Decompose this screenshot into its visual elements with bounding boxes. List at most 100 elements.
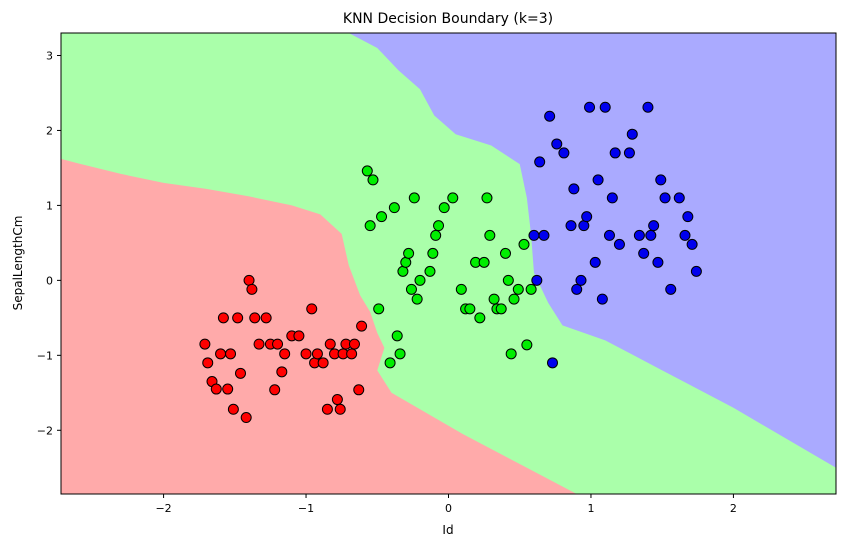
data-point-s0-39 [356,320,368,332]
data-point-s0-9 [232,312,244,324]
data-point-s1-39 [521,339,533,351]
data-point-s1-29 [484,229,496,241]
data-point-s1-5 [384,357,396,369]
data-point-s2-37 [686,238,698,250]
data-point-s2-15 [589,256,601,268]
data-point-s1-2 [367,174,379,186]
data-point-s2-20 [606,192,618,204]
data-point-s2-33 [665,283,677,295]
data-point-s2-16 [592,174,604,186]
data-point-s2-35 [679,229,691,241]
data-point-s0-23 [293,330,305,342]
data-point-s2-22 [613,238,625,250]
data-point-s1-32 [495,303,507,315]
data-point-s0-20 [276,366,288,378]
x-tick-label: 0 [445,502,452,515]
x-tick-label: −2 [155,502,171,515]
data-point-s2-10 [571,283,583,295]
data-point-s0-30 [324,338,336,350]
data-point-s2-2 [534,156,546,168]
data-point-s1-21 [447,192,459,204]
y-tick-label: 3 [46,49,53,62]
data-point-s1-12 [405,283,417,295]
data-point-s2-7 [558,147,570,159]
data-point-s2-12 [578,220,590,232]
data-point-s2-38 [690,265,702,277]
data-point-s2-19 [603,229,615,241]
x-tick-label: 1 [587,502,594,515]
data-point-s1-6 [388,202,400,214]
data-point-s1-22 [455,283,467,295]
data-point-s0-32 [331,394,343,406]
data-point-s1-13 [408,192,420,204]
data-point-s2-27 [642,101,654,113]
data-point-s2-4 [544,110,556,122]
data-point-s1-11 [403,247,415,259]
data-point-s2-0 [528,229,540,241]
data-point-s0-24 [300,348,312,360]
y-axis-ticks: −2 −1 0 1 2 3 [37,49,61,437]
data-point-s2-32 [659,192,671,204]
data-point-s0-18 [269,384,281,396]
data-point-s0-11 [240,412,252,424]
data-point-s0-36 [346,348,358,360]
data-point-s2-3 [538,229,550,241]
data-point-s1-15 [414,274,426,286]
data-point-s0-6 [222,383,234,395]
data-point-s0-21 [279,348,291,360]
data-point-s1-4 [376,211,388,223]
data-point-s2-14 [584,101,596,113]
data-points [199,101,702,424]
data-point-s1-34 [502,274,514,286]
data-point-s2-36 [682,211,694,223]
data-point-s2-25 [633,229,645,241]
data-point-s2-8 [565,220,577,232]
data-point-s1-1 [364,220,376,232]
data-point-s2-17 [596,293,608,305]
y-tick-label: −2 [37,424,53,437]
data-point-s0-38 [353,384,365,396]
data-point-s2-28 [645,229,657,241]
data-point-s2-1 [531,274,543,286]
data-point-s1-18 [430,229,442,241]
data-point-s1-0 [361,165,373,177]
data-point-s0-27 [311,348,323,360]
x-tick-label: −1 [298,502,314,515]
data-point-s2-9 [568,183,580,195]
data-point-s1-38 [518,238,530,250]
x-axis-label: Id [442,523,453,537]
y-tick-label: 1 [46,199,53,212]
data-point-s2-5 [546,357,558,369]
data-point-s2-30 [652,256,664,268]
data-point-s1-35 [505,348,517,360]
y-axis-label: SepalLengthCm [11,216,25,311]
data-point-s0-13 [246,283,258,295]
data-point-s1-7 [391,330,403,342]
data-point-s0-14 [249,312,261,324]
data-point-s2-24 [626,128,638,140]
data-point-s0-37 [348,338,360,350]
data-point-s0-4 [215,348,227,360]
data-point-s2-26 [638,247,650,259]
decision-regions [61,33,836,494]
data-point-s2-29 [648,220,660,232]
y-tick-label: 0 [46,274,53,287]
red-region [61,158,577,494]
data-point-s2-23 [623,147,635,159]
data-point-s2-13 [581,211,593,223]
blue-region [348,33,836,468]
data-point-s1-37 [512,283,524,295]
data-point-s0-29 [321,403,333,415]
data-point-s0-16 [260,312,272,324]
data-point-s1-40 [525,283,537,295]
data-point-s1-16 [424,265,436,277]
data-point-s1-27 [478,256,490,268]
data-point-s2-6 [551,138,563,150]
data-point-s1-19 [433,220,445,232]
data-point-s2-21 [609,147,621,159]
data-point-s1-30 [488,293,500,305]
data-point-s0-8 [227,403,239,415]
data-point-s0-15 [253,338,265,350]
data-point-s1-28 [481,192,493,204]
